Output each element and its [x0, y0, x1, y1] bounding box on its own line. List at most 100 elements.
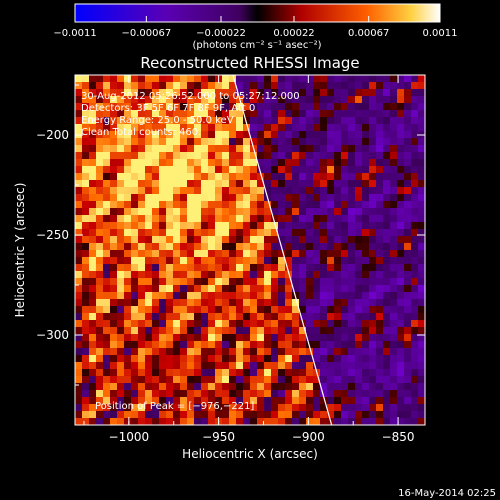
heatmap-cell	[362, 334, 370, 342]
heatmap-cell	[152, 215, 160, 223]
heatmap-cell	[180, 222, 188, 230]
heatmap-cell	[404, 145, 412, 153]
heatmap-cell	[187, 96, 195, 104]
heatmap-cell	[131, 362, 139, 370]
heatmap-cell	[390, 236, 398, 244]
heatmap-cell	[229, 334, 237, 342]
heatmap-cell	[201, 355, 209, 363]
heatmap-cell	[117, 383, 125, 391]
heatmap-cell	[215, 194, 223, 202]
heatmap-cell	[355, 250, 363, 258]
heatmap-cell	[117, 411, 125, 419]
heatmap-cell	[334, 89, 342, 97]
heatmap-cell	[348, 159, 356, 167]
heatmap-cell	[390, 243, 398, 251]
heatmap-cell	[313, 383, 321, 391]
heatmap-cell	[222, 201, 230, 209]
heatmap-cell	[131, 180, 139, 188]
heatmap-cell	[159, 187, 167, 195]
heatmap-cell	[355, 180, 363, 188]
heatmap-cell	[187, 131, 195, 139]
heatmap-cell	[376, 404, 384, 412]
heatmap-cell	[173, 166, 181, 174]
heatmap-cell	[341, 334, 349, 342]
heatmap-cell	[257, 222, 265, 230]
heatmap-cell	[327, 313, 335, 321]
heatmap-cell	[243, 341, 251, 349]
heatmap-cell	[173, 159, 181, 167]
heatmap-cell	[369, 390, 377, 398]
annotation-line-1: 30-Aug-2012 05:26:52.000 to 05:27:12.000	[81, 91, 300, 102]
heatmap-cell	[383, 89, 391, 97]
heatmap-cell	[383, 250, 391, 258]
heatmap-cell	[180, 229, 188, 237]
heatmap-cell	[341, 243, 349, 251]
heatmap-cell	[320, 257, 328, 265]
heatmap-cell	[124, 313, 132, 321]
heatmap-cell	[404, 236, 412, 244]
heatmap-cell	[411, 243, 419, 251]
heatmap-cell	[383, 208, 391, 216]
heatmap-cell	[131, 173, 139, 181]
heatmap-cell	[250, 110, 258, 118]
heatmap-cell	[327, 187, 335, 195]
heatmap-cell	[131, 117, 139, 125]
heatmap-cell	[292, 383, 300, 391]
heatmap-cell	[383, 299, 391, 307]
heatmap-cell	[75, 201, 83, 209]
heatmap-cell	[320, 194, 328, 202]
heatmap-cell	[250, 383, 258, 391]
heatmap-cell	[348, 110, 356, 118]
heatmap-cell	[313, 208, 321, 216]
heatmap-cell	[75, 285, 83, 293]
heatmap-cell	[306, 327, 314, 335]
heatmap-cell	[327, 215, 335, 223]
heatmap-cell	[418, 299, 425, 307]
heatmap-cell	[201, 271, 209, 279]
heatmap-cell	[222, 110, 230, 118]
heatmap-cell	[103, 110, 111, 118]
heatmap-cell	[117, 299, 125, 307]
heatmap-cell	[264, 383, 272, 391]
heatmap-cell	[313, 257, 321, 265]
heatmap-cell	[96, 82, 104, 90]
heatmap-cell	[362, 390, 370, 398]
heatmap-cell	[194, 334, 202, 342]
heatmap-cell	[369, 103, 377, 111]
heatmap-cell	[285, 110, 293, 118]
heatmap-cell	[145, 369, 153, 377]
heatmap-cell	[285, 341, 293, 349]
heatmap-cell	[404, 131, 412, 139]
heatmap-cell	[145, 397, 153, 405]
heatmap-cell	[152, 138, 160, 146]
heatmap-cell	[278, 194, 286, 202]
heatmap-cell	[285, 397, 293, 405]
heatmap-cell	[243, 229, 251, 237]
heatmap-cell	[306, 355, 314, 363]
heatmap-cell	[229, 376, 237, 384]
heatmap-cell	[299, 306, 307, 314]
heatmap-cell	[418, 271, 425, 279]
heatmap-cell	[250, 320, 258, 328]
heatmap-cell	[418, 96, 425, 104]
heatmap-cell	[418, 173, 425, 181]
heatmap-cell	[313, 313, 321, 321]
heatmap-cell	[264, 411, 272, 419]
heatmap-cell	[201, 145, 209, 153]
heatmap-cell	[383, 229, 391, 237]
heatmap-cell	[390, 383, 398, 391]
heatmap-cell	[75, 124, 83, 132]
heatmap-cell	[82, 110, 90, 118]
heatmap-cell	[201, 96, 209, 104]
heatmap-cell	[334, 138, 342, 146]
heatmap-cell	[236, 376, 244, 384]
heatmap-cell	[299, 369, 307, 377]
heatmap-cell	[397, 320, 405, 328]
heatmap-area: 30-Aug-2012 05:26:52.000 to 05:27:12.000…	[75, 75, 425, 425]
heatmap-cell	[397, 355, 405, 363]
heatmap-cell	[257, 250, 265, 258]
heatmap-cell	[383, 264, 391, 272]
heatmap-cell	[257, 257, 265, 265]
heatmap-cell	[411, 117, 419, 125]
heatmap-cell	[110, 411, 118, 419]
